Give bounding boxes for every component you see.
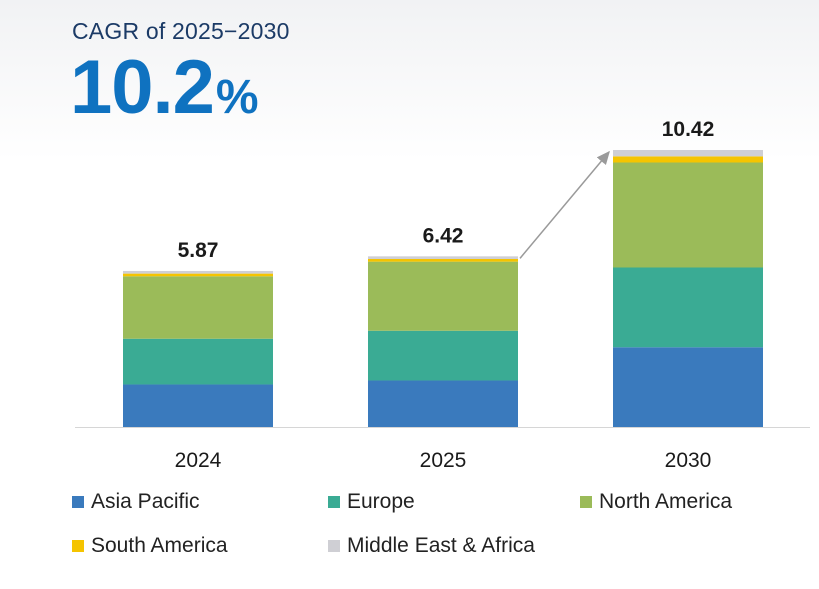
legend-swatch: [72, 496, 84, 508]
bar-2024-asia-pacific: [123, 384, 273, 427]
legend-swatch: [580, 496, 592, 508]
bar-2030-europe: [613, 267, 763, 348]
legend-item-europe: Europe: [328, 490, 415, 514]
bar-2025-asia-pacific: [368, 380, 518, 427]
bar-2024-europe: [123, 338, 273, 385]
legend-label: North America: [599, 490, 733, 513]
legend-label: South America: [91, 534, 228, 557]
cagr-number: 10.2: [70, 45, 215, 130]
legend-swatch: [328, 540, 340, 552]
total-label-2030: 10.42: [662, 118, 715, 141]
growth-arrow: [519, 150, 610, 259]
bar-2025-south-america: [368, 258, 518, 262]
x-tick-label-2025: 2025: [420, 449, 467, 472]
bar-2030-asia-pacific: [613, 347, 763, 427]
legend-swatch: [328, 496, 340, 508]
legend-item-middle-east-africa: Middle East & Africa: [328, 534, 535, 558]
cagr-value: 10.2%: [70, 50, 259, 126]
bar-2030-north-america: [613, 162, 763, 268]
cagr-label: CAGR of 2025−2030: [72, 18, 290, 44]
x-tick-label-2030: 2030: [665, 449, 712, 472]
bar-2024-middle-east-africa: [123, 270, 273, 274]
legend-label: Middle East & Africa: [347, 534, 535, 557]
legend-label: Asia Pacific: [91, 490, 200, 513]
legend-item-asia-pacific: Asia Pacific: [72, 490, 200, 514]
bar-2025-europe: [368, 330, 518, 381]
bar-2030-middle-east-africa: [613, 150, 763, 157]
total-label-2025: 6.42: [423, 224, 464, 247]
legend-swatch: [72, 540, 84, 552]
x-tick-label-2024: 2024: [175, 449, 222, 472]
cagr-percent-sign: %: [215, 71, 259, 124]
bar-2024-south-america: [123, 273, 273, 277]
legend-label: Europe: [347, 490, 415, 513]
legend-item-north-america: North America: [580, 490, 732, 514]
bar-2025-middle-east-africa: [368, 256, 518, 259]
bar-2030-south-america: [613, 156, 763, 163]
total-label-2024: 5.87: [178, 239, 219, 262]
bar-2025-north-america: [368, 261, 518, 331]
legend-item-south-america: South America: [72, 534, 228, 558]
bar-2024-north-america: [123, 276, 273, 339]
